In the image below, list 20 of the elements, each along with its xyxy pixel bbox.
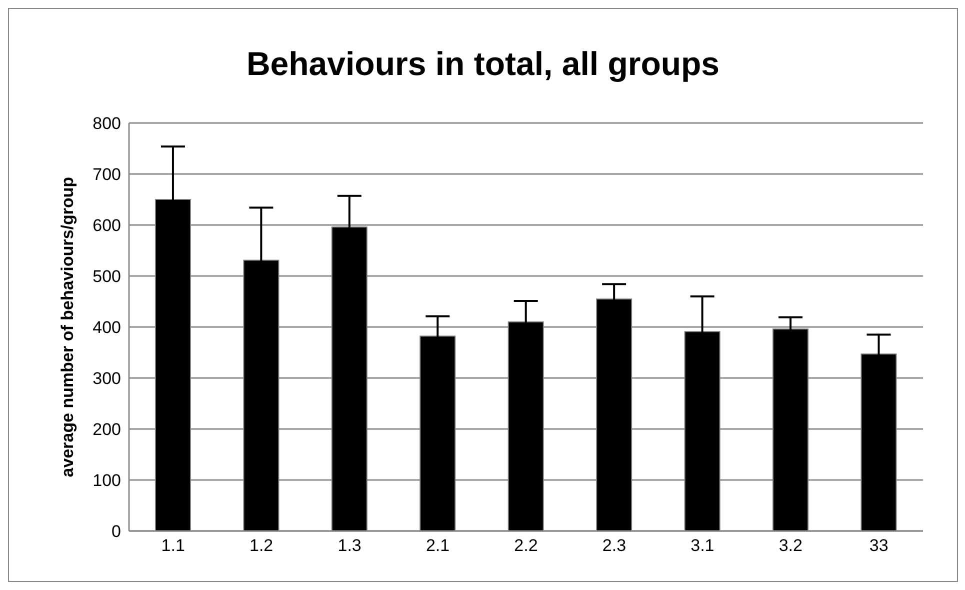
y-tick-label: 400 [92, 318, 121, 338]
x-tick-label: 33 [869, 536, 888, 556]
y-axis-title: average number of behaviours/group [58, 176, 78, 478]
y-tick-label: 600 [92, 216, 121, 236]
x-tick-label: 3.2 [778, 536, 802, 556]
x-tick-label: 3.1 [690, 536, 714, 556]
x-tick-label: 2.2 [514, 536, 538, 556]
y-tick-label: 700 [92, 165, 121, 184]
y-tick-label: 0 [112, 522, 121, 542]
y-tick-label: 800 [92, 114, 121, 134]
x-tick-label: 1.2 [250, 536, 274, 556]
x-tick-label: 1.1 [161, 536, 185, 556]
chart-title: Behaviours in total, all groups [245, 45, 721, 83]
x-tick-label: 1.3 [338, 536, 362, 556]
x-tick-label: 2.3 [602, 536, 626, 556]
y-tick-label: 100 [92, 471, 121, 490]
x-tick-label: 2.1 [426, 536, 450, 556]
y-tick-label: 300 [92, 369, 121, 388]
y-tick-label: 200 [92, 420, 121, 440]
y-tick-label: 500 [92, 267, 121, 286]
